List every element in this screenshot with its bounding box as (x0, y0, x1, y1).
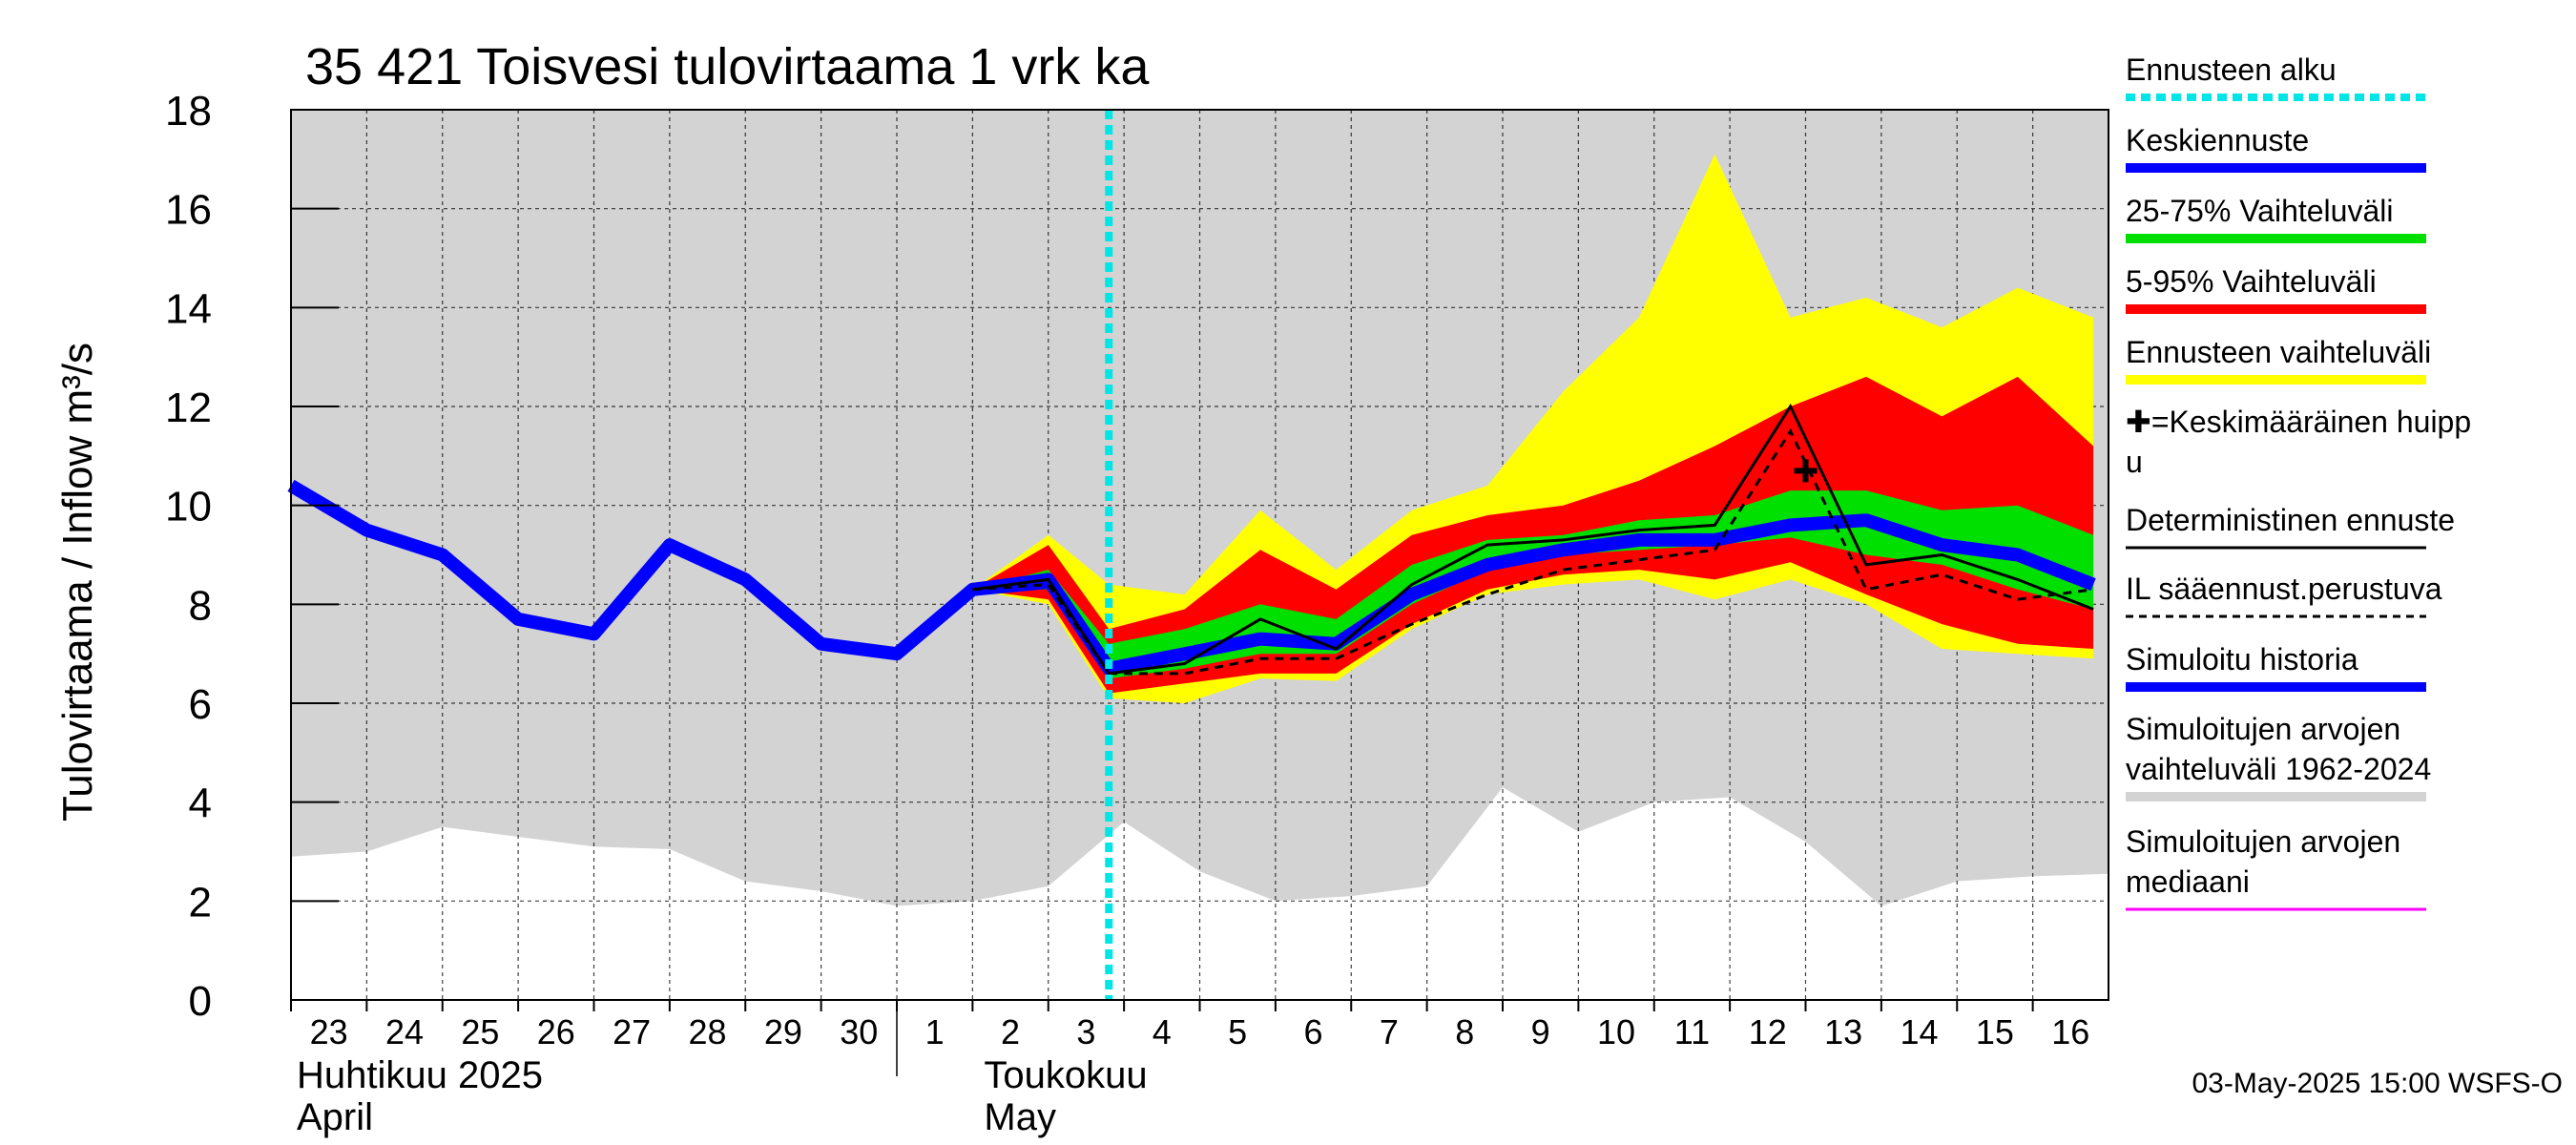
legend: Ennusteen alku Keskiennuste 25-75% Vaihtel… (2126, 52, 2471, 911)
x-tick-label: 15 (1976, 1012, 2014, 1051)
legend-label: Deterministinen ennuste (2126, 503, 2455, 537)
legend-label-2: vaihteluväli 1962-2024 (2126, 752, 2431, 786)
x-tick-label: 11 (1674, 1012, 1710, 1051)
x-tick-label: 26 (537, 1012, 575, 1051)
legend-label: 25-75% Vaihteluväli (2126, 194, 2393, 228)
month-label-en: May (984, 1096, 1056, 1138)
timestamp-label: 03-May-2025 15:00 WSFS-O (2192, 1068, 2564, 1099)
month-label-fi: Toukokuu (984, 1054, 1147, 1096)
deterministic-forecast-line (972, 403, 2094, 676)
legend-label: Simuloitujen arvojen (2126, 824, 2400, 859)
data-series (287, 110, 2096, 1000)
x-tick-label: 4 (1153, 1012, 1172, 1051)
x-tick-label: 9 (1531, 1012, 1550, 1051)
x-tick-label: 14 (1901, 1012, 1939, 1051)
x-tick-label: 7 (1380, 1012, 1399, 1051)
legend-label: Ennusteen vaihteluväli (2126, 335, 2431, 369)
chart-title: 35 421 Toisvesi tulovirtaama 1 vrk ka (305, 38, 1150, 95)
y-axis-label: Tulovirtaama / Inflow m³/s (54, 343, 101, 822)
month-label-fi: Huhtikuu 2025 (297, 1054, 543, 1096)
legend-label-2: u (2126, 445, 2143, 479)
x-tick-label: 3 (1076, 1012, 1095, 1051)
legend-label-2: mediaani (2126, 864, 2250, 899)
y-tick-label: 16 (165, 187, 212, 234)
y-tick-label: 6 (189, 681, 212, 728)
y-tick-label: 4 (189, 781, 212, 827)
legend-label: 5-95% Vaihteluväli (2126, 264, 2377, 299)
legend-label: ✚=Keskimääräinen huipp (2126, 405, 2471, 439)
legend-label: Ennusteen alku (2126, 52, 2337, 87)
x-tick-label: 6 (1304, 1012, 1323, 1051)
x-tick-label: 8 (1455, 1012, 1474, 1051)
il-weather-forecast-line (972, 427, 2094, 676)
x-tick-label: 24 (385, 1012, 424, 1051)
x-tick-label: 28 (689, 1012, 727, 1051)
month-label-en: April (297, 1096, 373, 1138)
y-tick-label: 12 (165, 385, 212, 431)
x-tick-label: 27 (613, 1012, 651, 1051)
x-tick-labels: 23 24 25 26 27 28 29 30 1 2 3 4 5 6 7 8 9 10 11 12 13 14 15 16 (290, 1000, 2089, 1051)
y-tick-labels: 0 2 4 6 8 10 12 14 16 18 (165, 88, 339, 1025)
x-tick-label: 25 (461, 1012, 499, 1051)
y-tick-label: 10 (165, 484, 212, 531)
y-tick-label: 14 (165, 285, 212, 332)
x-tick-label: 2 (1001, 1012, 1020, 1051)
x-tick-label: 10 (1597, 1012, 1635, 1051)
x-tick-label: 30 (840, 1012, 878, 1051)
x-tick-label: 29 (764, 1012, 802, 1051)
legend-label: IL sääennust.perustuva (2126, 572, 2442, 606)
legend-label: Simuloitujen arvojen (2126, 712, 2400, 746)
band-25-75 (972, 490, 2094, 679)
legend-label: Simuloitu historia (2126, 642, 2358, 677)
y-tick-label: 0 (189, 978, 212, 1025)
mean-peak-marker (1794, 459, 1818, 483)
legend-label: Keskiennuste (2126, 123, 2309, 157)
x-tick-label: 5 (1228, 1012, 1247, 1051)
y-tick-label: 2 (189, 879, 212, 926)
x-tick-label: 16 (2051, 1012, 2089, 1051)
y-tick-label: 8 (189, 582, 212, 629)
x-tick-label: 13 (1824, 1012, 1862, 1051)
x-tick-label: 1 (925, 1012, 945, 1051)
simulated-history-line (287, 479, 1049, 661)
x-tick-label: 12 (1749, 1012, 1787, 1051)
y-tick-label: 18 (165, 88, 212, 135)
x-tick-label: 23 (310, 1012, 348, 1051)
median-forecast-line (971, 513, 2096, 676)
